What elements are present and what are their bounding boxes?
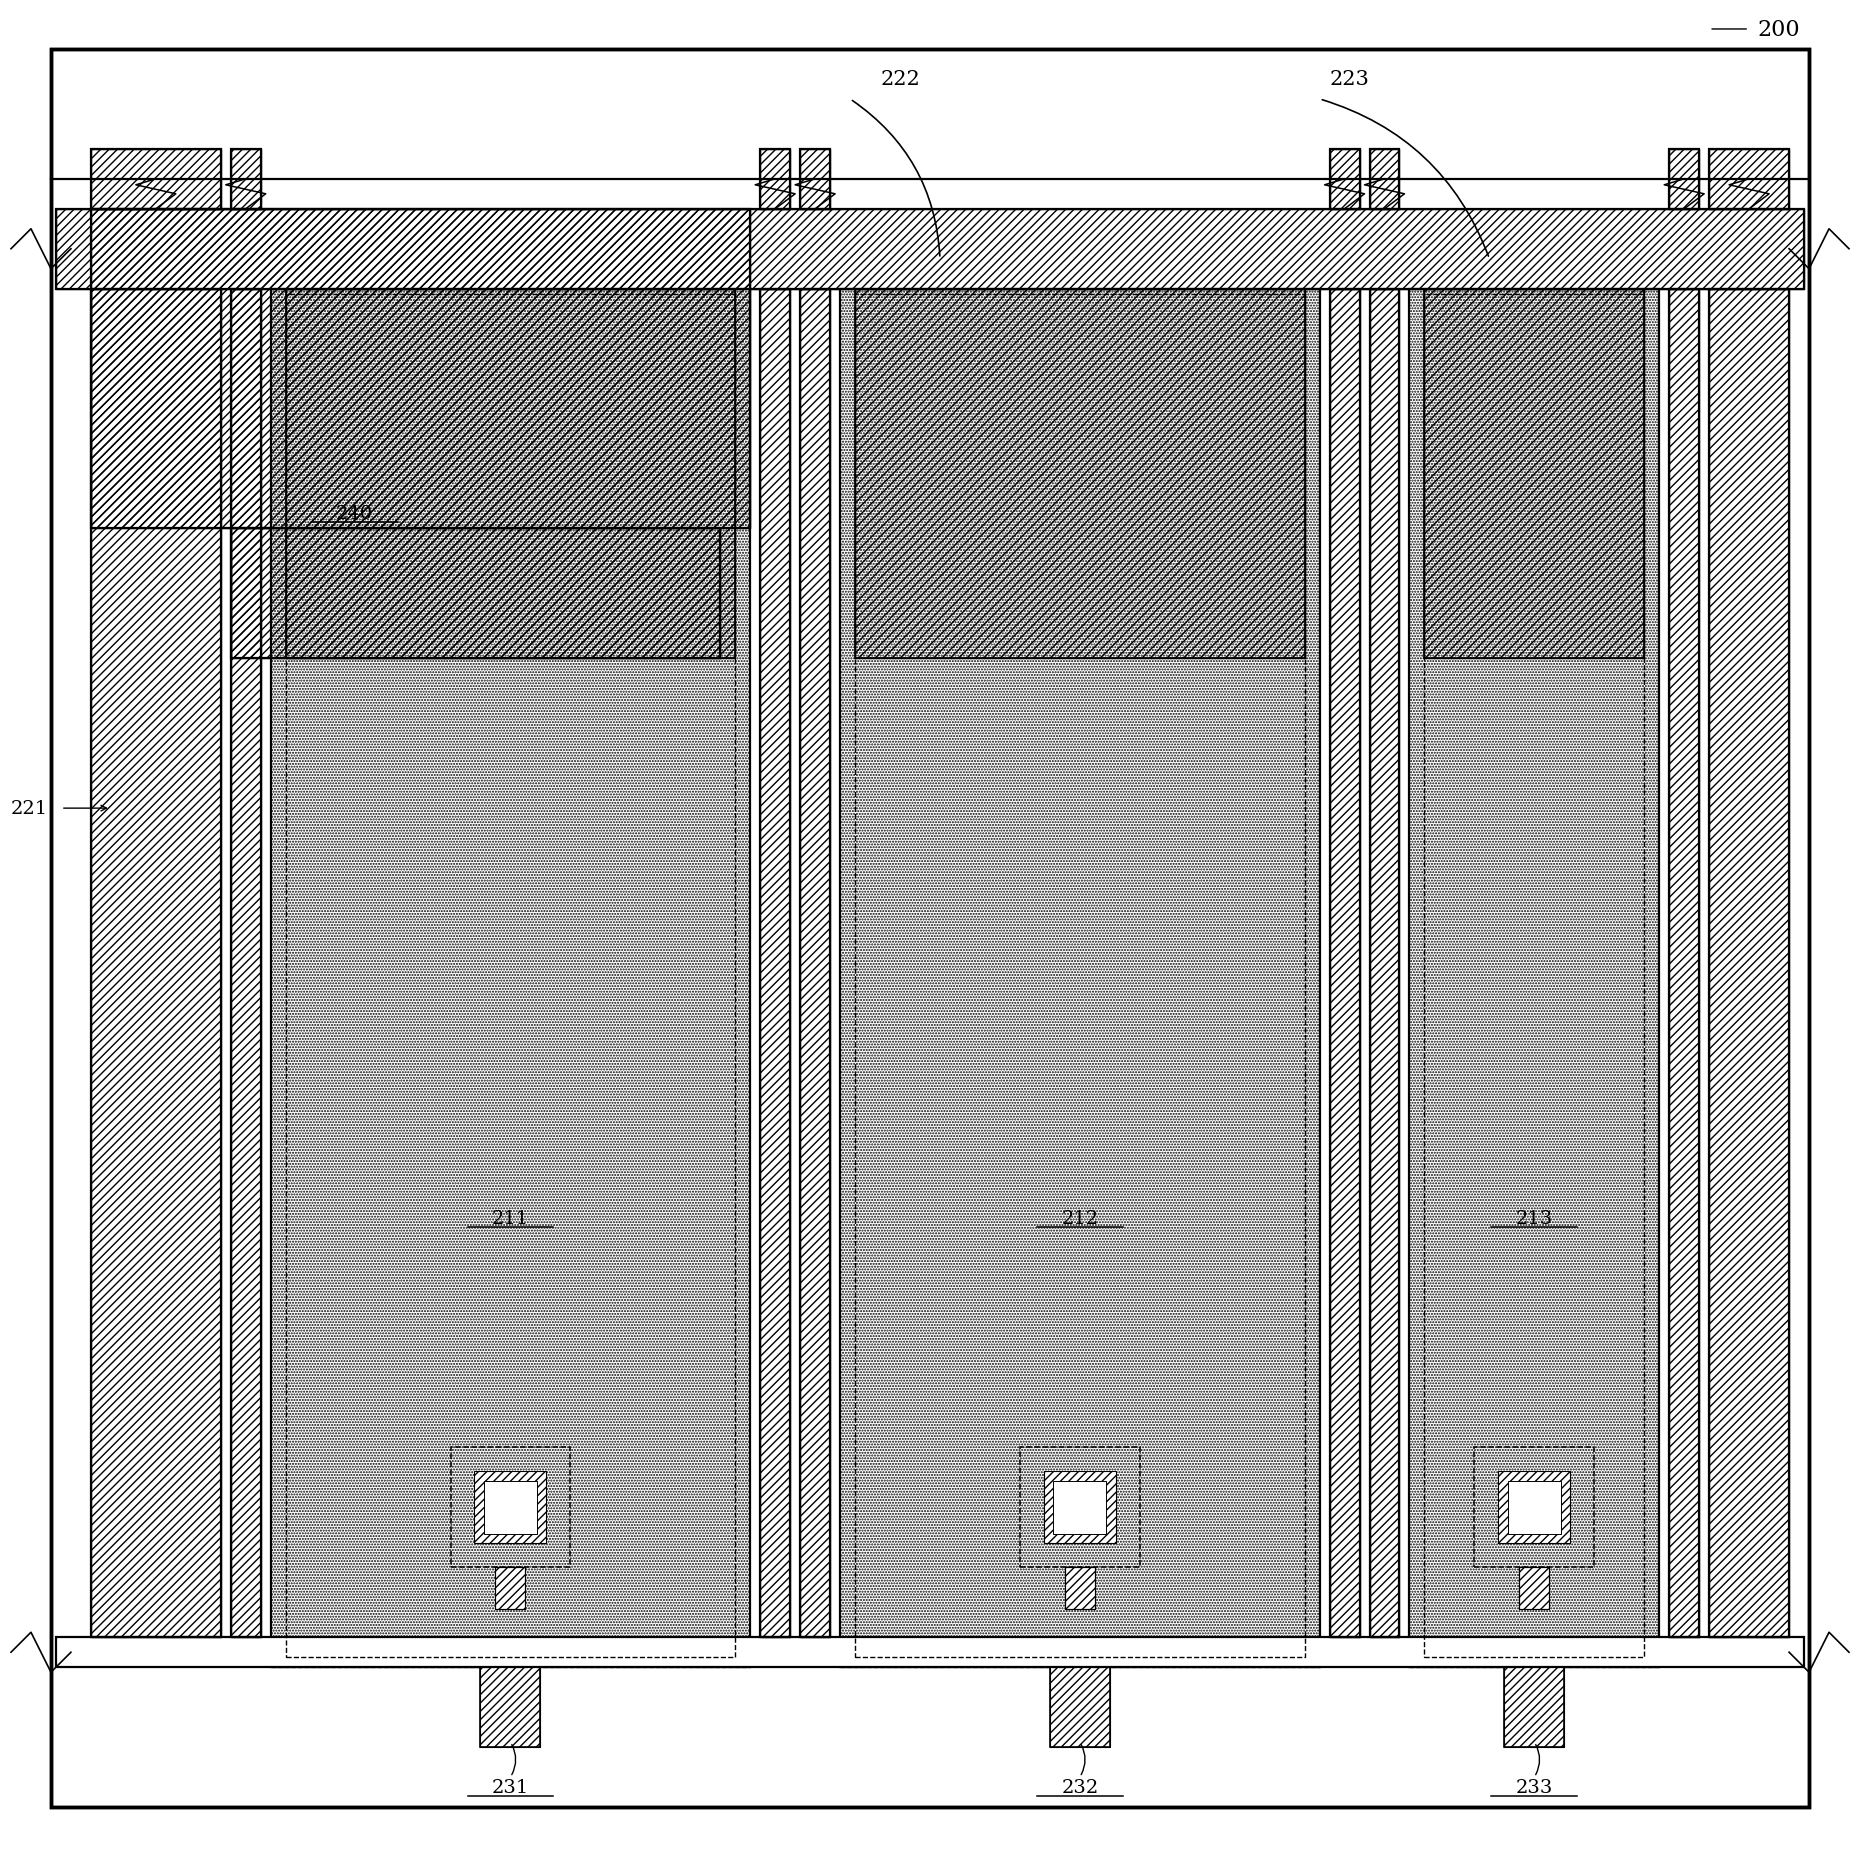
Text: 221: 221 [11, 800, 48, 817]
Bar [856, 295, 1304, 1656]
Bar [800, 150, 830, 210]
Text: 212: 212 [1062, 1209, 1099, 1227]
Bar [1425, 290, 1644, 659]
Bar [286, 290, 735, 659]
Bar [495, 1567, 525, 1610]
Bar [761, 150, 790, 210]
Text: 223: 223 [1330, 71, 1369, 89]
Bar [1505, 1668, 1564, 1747]
Bar [856, 290, 1304, 659]
Bar [1330, 290, 1360, 1638]
Bar [474, 1471, 547, 1543]
Bar [1019, 1448, 1140, 1567]
Bar [1043, 1471, 1116, 1543]
Bar [231, 150, 260, 210]
Bar [1066, 1567, 1096, 1610]
Bar [91, 150, 221, 210]
Bar [1369, 150, 1399, 210]
Bar [480, 1668, 541, 1747]
Bar [1668, 150, 1700, 210]
Bar [1066, 1567, 1096, 1610]
Bar [1520, 1567, 1549, 1610]
Bar [91, 290, 221, 1638]
Bar [1709, 290, 1789, 1638]
Bar [1425, 290, 1644, 659]
Text: 222: 222 [880, 71, 921, 89]
Text: 200: 200 [1758, 19, 1800, 41]
Bar [56, 1638, 1804, 1668]
Text: 232: 232 [1062, 1779, 1099, 1796]
Bar [1520, 1567, 1549, 1610]
Bar [286, 295, 735, 1656]
Bar [800, 150, 830, 210]
Bar [91, 210, 750, 529]
Bar [800, 290, 830, 1638]
Bar [1499, 1471, 1570, 1543]
Bar [1369, 290, 1399, 1638]
Bar [1410, 290, 1659, 1668]
Bar [1505, 1668, 1564, 1747]
Bar [231, 529, 720, 659]
Bar [286, 290, 735, 659]
Bar [56, 210, 1804, 290]
Text: 233: 233 [1516, 1779, 1553, 1796]
Text: 231: 231 [491, 1779, 528, 1796]
Bar [1668, 290, 1700, 1638]
Bar [1049, 1668, 1110, 1747]
Bar [1475, 1448, 1594, 1567]
Bar [1049, 1668, 1110, 1747]
Bar [231, 529, 720, 659]
Bar [91, 150, 221, 210]
Bar [1369, 290, 1399, 1638]
Bar [231, 290, 260, 1638]
Bar [91, 210, 750, 529]
Bar [1425, 295, 1644, 1656]
Bar [1709, 290, 1789, 1638]
Bar [856, 290, 1304, 659]
Bar [761, 290, 790, 1638]
Bar [484, 1482, 538, 1534]
Bar [495, 1567, 525, 1610]
Bar [1709, 150, 1789, 210]
Bar [761, 150, 790, 210]
Bar [841, 290, 1319, 1668]
Bar [1369, 150, 1399, 210]
Bar [231, 150, 260, 210]
Bar [800, 290, 830, 1638]
Bar [91, 210, 750, 529]
Bar [1709, 150, 1789, 210]
Bar [1330, 290, 1360, 1638]
Bar [1668, 290, 1700, 1638]
Bar [1330, 150, 1360, 210]
Bar [1668, 150, 1700, 210]
Bar [1053, 1482, 1107, 1534]
Bar [1330, 150, 1360, 210]
Bar [272, 290, 750, 1668]
Bar [761, 290, 790, 1638]
Bar [450, 1448, 571, 1567]
Bar [56, 210, 1804, 290]
Bar [91, 290, 221, 1638]
Text: 213: 213 [1516, 1209, 1553, 1227]
Text: 240: 240 [337, 505, 374, 524]
Bar [231, 290, 260, 1638]
Bar [480, 1668, 541, 1747]
Bar [1508, 1482, 1561, 1534]
Text: 211: 211 [491, 1209, 528, 1227]
